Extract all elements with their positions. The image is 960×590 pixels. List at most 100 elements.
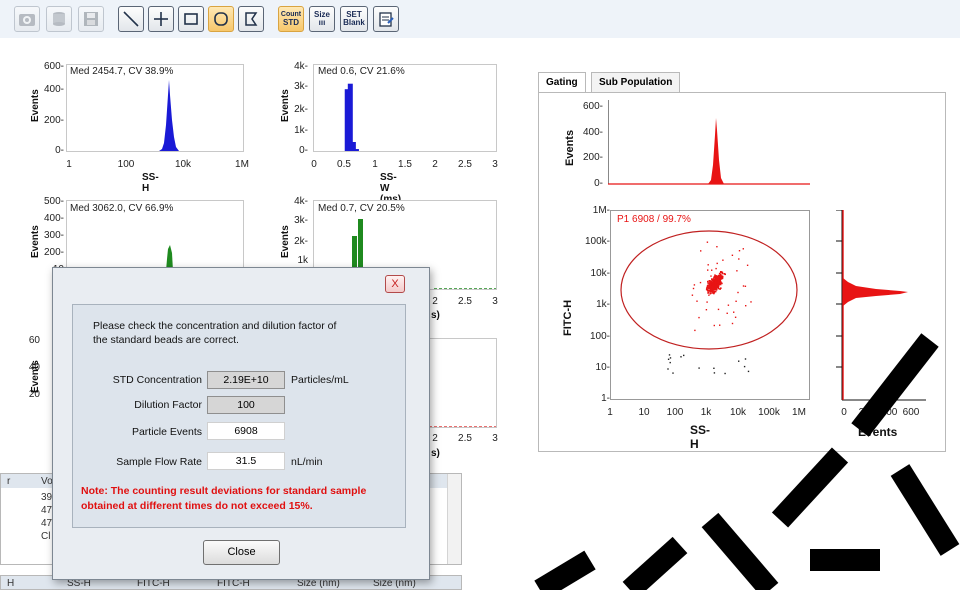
- grid-cell[interactable]: 47: [41, 505, 53, 516]
- scatter-point: [731, 254, 734, 256]
- database-icon[interactable]: [46, 6, 72, 32]
- scatter-point: [736, 270, 738, 272]
- column-header[interactable]: H: [7, 578, 15, 589]
- x-tick: 0: [841, 407, 847, 418]
- scatter-point: [711, 269, 713, 271]
- plot-area[interactable]: [66, 200, 244, 270]
- scatter-point: [711, 290, 713, 293]
- column-header[interactable]: FITC-H: [217, 578, 250, 589]
- scatter-point: [723, 273, 726, 275]
- close-button[interactable]: Close: [203, 540, 280, 565]
- std-concentration-field[interactable]: 2.19E+10: [207, 371, 285, 389]
- scatter-point: [716, 286, 719, 289]
- x-tick: 1.5: [398, 159, 412, 170]
- y-axis-label: Events: [30, 89, 41, 122]
- grid-cell[interactable]: Cl: [41, 531, 51, 542]
- polygon-tool-icon[interactable]: [238, 6, 264, 32]
- ellipse-tool-icon[interactable]: [208, 6, 234, 32]
- watermark-graphic: [534, 333, 960, 590]
- scatter-point: [705, 309, 708, 311]
- scatter-point: [709, 281, 711, 284]
- column-header[interactable]: Size (nm): [373, 578, 416, 589]
- scatter-point: [713, 291, 716, 294]
- scatter-point: [709, 288, 712, 291]
- column-header[interactable]: Vo: [41, 476, 53, 487]
- x-tick: 2.5: [458, 433, 472, 444]
- scatter-point: [734, 316, 737, 318]
- column-header[interactable]: FITC-H: [137, 578, 170, 589]
- plot-area[interactable]: [66, 64, 244, 152]
- close-icon: X: [391, 278, 399, 290]
- side-histogram-plot[interactable]: [836, 210, 926, 402]
- tab-gating[interactable]: Gating: [538, 72, 586, 94]
- report-icon[interactable]: [373, 6, 399, 32]
- scatter-point: [719, 277, 721, 280]
- scatter-point: [709, 284, 712, 286]
- scatter-point: [699, 281, 702, 284]
- y-tick: 40: [28, 362, 40, 373]
- scatter-point: [738, 250, 741, 252]
- rectangle-tool-icon[interactable]: [178, 6, 204, 32]
- dialog-close-x-button[interactable]: X: [385, 275, 405, 293]
- dilution-factor-field[interactable]: 100: [207, 396, 285, 414]
- x-tick: 1: [66, 159, 72, 170]
- count-std-icon[interactable]: Count STD: [278, 6, 304, 32]
- x-tick: 10k: [174, 159, 192, 170]
- column-header[interactable]: r: [7, 476, 11, 487]
- scatter-point: [715, 286, 718, 289]
- sample-flow-rate-field[interactable]: 31.5: [207, 452, 285, 470]
- scatter-point: [715, 279, 718, 281]
- x-tick: 2.5: [458, 159, 472, 170]
- scatter-point: [698, 316, 700, 319]
- scatter-point: [708, 285, 710, 287]
- scatter-point: [708, 289, 710, 292]
- tab-sub-population[interactable]: Sub Population: [591, 72, 681, 93]
- y-tick: 1M-: [592, 205, 610, 216]
- scatter-point: [691, 294, 694, 296]
- scatter-point: [713, 292, 715, 295]
- grid-scrollbar[interactable]: [447, 474, 461, 564]
- scatter-point: [708, 294, 710, 296]
- dilution-factor-label: Dilution Factor: [134, 399, 202, 411]
- y-tick: 500-: [43, 196, 64, 207]
- scatter-point: [717, 280, 720, 283]
- y-tick: 0-: [55, 145, 64, 156]
- camera-icon[interactable]: [14, 6, 40, 32]
- stats-annotation: Med 2454.7, CV 38.9%: [70, 66, 174, 77]
- x-tick: 100: [117, 159, 135, 170]
- plot-area[interactable]: [313, 64, 497, 152]
- scatter-point: [709, 292, 711, 295]
- std-concentration-label: STD Concentration: [112, 374, 202, 386]
- scatter-point: [727, 304, 730, 306]
- x-tick: 1M: [792, 407, 806, 418]
- top-histogram-plot[interactable]: [608, 100, 810, 190]
- grid-cell[interactable]: 47: [41, 518, 53, 529]
- cross-tool-icon[interactable]: [148, 6, 174, 32]
- x-tick: 1k: [700, 407, 712, 418]
- column-header[interactable]: SS-H: [67, 578, 91, 589]
- y-axis-label: Events: [280, 89, 291, 122]
- x-tick: 1: [607, 407, 613, 418]
- particle-events-field[interactable]: 6908: [207, 422, 285, 440]
- x-tick: 0: [311, 159, 317, 170]
- save-icon[interactable]: [78, 6, 104, 32]
- scatter-point: [714, 286, 717, 288]
- set-blank-icon[interactable]: SET Blank: [340, 6, 368, 32]
- gate-label[interactable]: P1 6908 / 99.7%: [617, 214, 691, 225]
- scatter-point: [709, 283, 711, 285]
- y-tick: 600-: [582, 101, 603, 112]
- grid-cell[interactable]: 39: [41, 492, 53, 503]
- scatter-plot-area[interactable]: [610, 210, 810, 400]
- size-icon[interactable]: Size ııı: [309, 6, 335, 32]
- scatter-point: [716, 276, 718, 278]
- scatter-point: [668, 354, 671, 356]
- scatter-point: [714, 277, 717, 279]
- y-tick: 200-: [43, 247, 64, 258]
- scatter-point: [710, 289, 712, 292]
- scatter-point: [706, 241, 709, 243]
- column-header[interactable]: Size (nm): [297, 578, 340, 589]
- line-tool-icon[interactable]: [118, 6, 144, 32]
- scatter-point: [711, 287, 714, 289]
- scatter-point: [711, 292, 713, 294]
- scatter-point: [726, 312, 728, 314]
